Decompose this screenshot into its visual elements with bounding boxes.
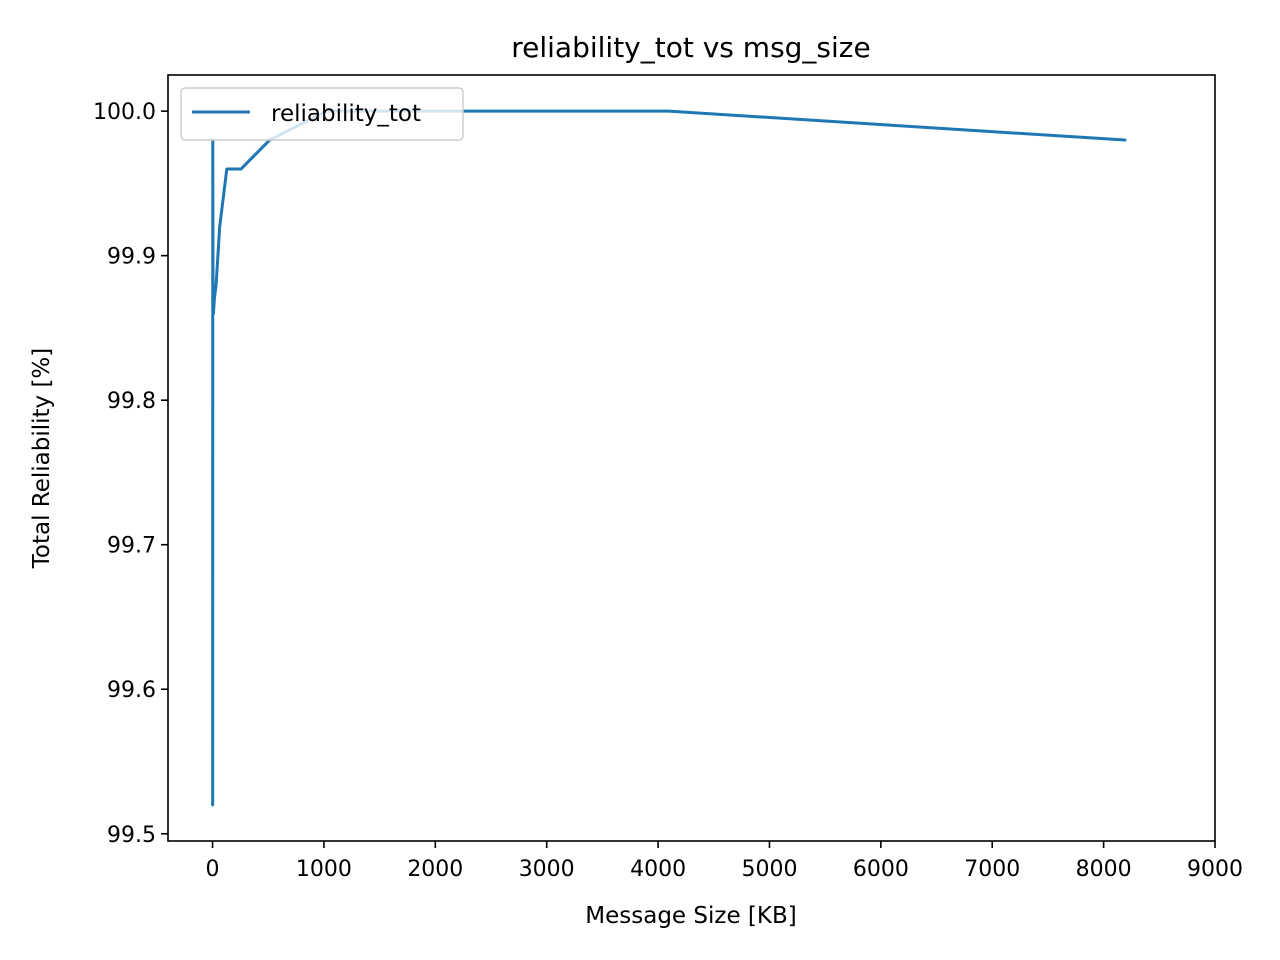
x-tick-label: 4000 [630, 857, 686, 882]
x-tick-label: 6000 [853, 857, 909, 882]
legend: reliability_tot [180, 87, 464, 141]
x-axis-ticks: 0 1000 2000 3000 4000 5000 6000 7000 8000 9000 [206, 841, 1243, 882]
y-tick-label: 100.0 [93, 100, 156, 125]
x-tick-label: 3000 [519, 857, 575, 882]
plot-frame [167, 74, 1216, 842]
x-tick-label: 5000 [741, 857, 797, 882]
y-tick-label: 99.9 [107, 245, 156, 270]
plot-area [167, 74, 1216, 842]
y-tick-label: 99.6 [107, 678, 156, 703]
x-tick-label: 0 [206, 857, 220, 882]
chart-title: reliability_tot vs msg_size [511, 31, 870, 64]
x-tick-label: 8000 [1076, 857, 1132, 882]
plot-background [168, 75, 1215, 841]
y-tick-label: 99.8 [107, 389, 156, 414]
y-tick-label: 99.7 [107, 534, 156, 559]
y-tick-label: 99.5 [107, 823, 156, 848]
legend-label-reliability-tot: reliability_tot [271, 101, 421, 127]
x-tick-label: 9000 [1187, 857, 1243, 882]
x-tick-label: 2000 [407, 857, 463, 882]
y-axis-ticks: 99.5 99.6 99.7 99.8 99.9 100.0 [93, 100, 168, 848]
x-tick-label: 7000 [964, 857, 1020, 882]
legend-box [180, 87, 464, 141]
x-tick-label: 1000 [296, 857, 352, 882]
x-axis-label: Message Size [KB] [585, 903, 796, 929]
y-axis-label: Total Reliability [%] [29, 348, 55, 570]
